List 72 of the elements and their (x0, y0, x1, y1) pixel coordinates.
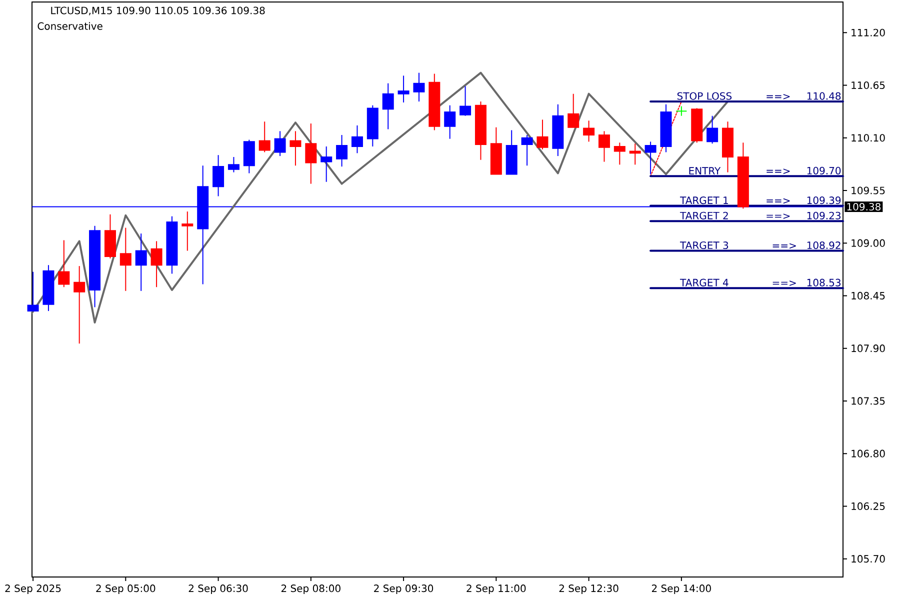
candlestick (598, 130, 610, 162)
candlestick (676, 106, 688, 116)
annotation: ==> (766, 94, 790, 100)
candlestick (583, 120, 595, 142)
x-tick-label: 2 Sep 12:30 (559, 584, 618, 594)
candlestick (290, 130, 302, 166)
candlestick (182, 211, 194, 252)
y-tick-label: 107.90 (852, 344, 885, 352)
candlestick (398, 75, 410, 103)
x-tick-label: 2 Sep 2025 (5, 584, 61, 594)
candlestick (258, 121, 270, 153)
candlestick (120, 227, 132, 292)
y-tick-label: 111.20 (852, 28, 885, 36)
y-tick-label: 110.10 (852, 134, 885, 142)
series-label: ENTRY (689, 167, 721, 174)
candlestick (644, 141, 656, 175)
candlestick (444, 104, 456, 140)
candlestick (351, 124, 363, 154)
ref-line-label: 109.38 (847, 202, 880, 211)
y-tick-label: 108.45 (852, 292, 885, 300)
data-label: 109.70 (807, 166, 841, 174)
candlestick (150, 240, 162, 288)
candlestick (460, 86, 472, 116)
x-tick-label: 2 Sep 05:00 (96, 584, 156, 594)
data-label: 110.48 (807, 92, 841, 100)
candlestick (521, 134, 533, 166)
y-tick-label: 109.55 (852, 186, 885, 194)
candlestick (243, 139, 255, 174)
x-tick-label: 2 Sep 11:00 (466, 584, 526, 594)
candlestick (382, 82, 394, 130)
y-tick-label: 107.35 (852, 397, 885, 405)
candlestick (629, 143, 641, 166)
candlestick (274, 130, 286, 157)
candlestick (27, 271, 39, 312)
candlestick (706, 115, 718, 144)
series-label: STOP LOSS (677, 92, 732, 100)
x-tick-label: 2 Sep 08:00 (281, 584, 340, 594)
y-tick-label: 110.65 (852, 81, 885, 90)
series-label: TARGET 4 (680, 278, 728, 286)
data-label: 108.92 (807, 241, 840, 250)
candlestick (614, 142, 626, 166)
series-label: TARGET 3 (680, 241, 728, 250)
y-tick-label: 109.00 (852, 239, 885, 247)
annotation: ==> (766, 198, 790, 204)
x-tick-label: 2 Sep 14:00 (652, 584, 711, 594)
chart-title: LTCUSD,M15 109.90 110.05 109.36 109.38 (51, 6, 265, 16)
text: Conservative (38, 22, 102, 30)
annotation: ==> (766, 168, 790, 174)
annotation: ==> (772, 243, 796, 249)
series-label: TARGET 1 (680, 196, 728, 204)
y-tick-label: 106.80 (852, 450, 885, 458)
data-label: 109.39 (807, 196, 841, 204)
candlestick (413, 72, 425, 102)
annotation: ==> (766, 214, 790, 219)
x-tick-label: 2 Sep 06:30 (188, 584, 248, 594)
series-label: TARGET 2 (680, 212, 728, 220)
candlestick (320, 146, 332, 182)
candlestick (228, 156, 240, 173)
data-label: 109.23 (807, 212, 840, 220)
candlestick (305, 123, 317, 184)
y-tick-label: 105.70 (852, 555, 885, 563)
candlestick (536, 119, 548, 150)
candlestick (74, 266, 86, 344)
candlestick (568, 93, 580, 128)
candlestick (336, 134, 348, 168)
candlestick (212, 154, 224, 197)
candlestick (135, 233, 147, 292)
y-tick-label: 106.25 (852, 502, 885, 510)
data-label: 108.53 (807, 278, 840, 286)
x-tick-label: 2 Sep 09:30 (374, 584, 434, 594)
annotation: ==> (772, 280, 796, 286)
candlestick (58, 240, 70, 288)
